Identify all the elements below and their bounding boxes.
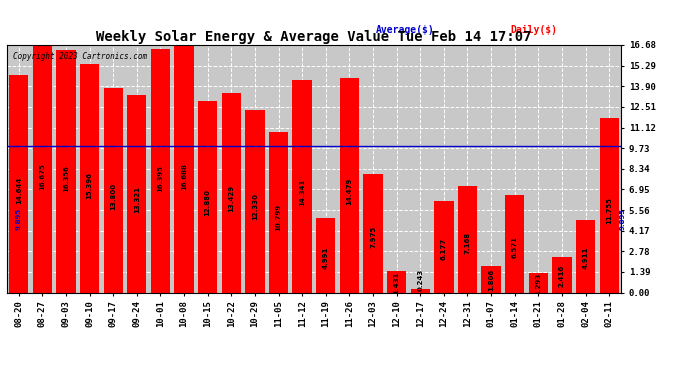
Bar: [32, 45, 52, 292]
Text: 11.755: 11.755: [607, 197, 612, 224]
Text: 12.880: 12.880: [205, 189, 210, 216]
Bar: [150, 49, 170, 292]
Text: 16.675: 16.675: [39, 163, 46, 190]
Text: 6.571: 6.571: [512, 236, 518, 258]
Bar: [364, 174, 383, 292]
Text: 1.431: 1.431: [393, 272, 400, 294]
Bar: [457, 186, 477, 292]
Text: 9.895: 9.895: [16, 208, 21, 230]
Bar: [293, 80, 312, 292]
Bar: [80, 64, 99, 292]
Bar: [245, 110, 264, 292]
Bar: [198, 101, 217, 292]
Text: 10.799: 10.799: [275, 204, 282, 231]
Text: 1.806: 1.806: [488, 269, 494, 291]
Text: 16.688: 16.688: [181, 163, 187, 189]
Text: 14.479: 14.479: [346, 178, 353, 205]
Bar: [600, 118, 619, 292]
Text: 14.341: 14.341: [299, 179, 305, 206]
Text: 2.416: 2.416: [559, 265, 565, 287]
Text: 1.293: 1.293: [535, 272, 542, 294]
Text: 13.800: 13.800: [110, 183, 116, 210]
Text: 6.177: 6.177: [441, 238, 447, 261]
Bar: [505, 195, 524, 292]
Text: 4.991: 4.991: [323, 246, 328, 269]
Bar: [175, 45, 194, 292]
Bar: [576, 220, 595, 292]
Bar: [387, 271, 406, 292]
Title: Weekly Solar Energy & Average Value Tue Feb 14 17:07: Weekly Solar Energy & Average Value Tue …: [96, 30, 532, 44]
Text: Copyright 2023 Cartronics.com: Copyright 2023 Cartronics.com: [13, 53, 147, 62]
Text: 9.895: 9.895: [620, 208, 626, 230]
Bar: [221, 93, 241, 292]
Text: 7.975: 7.975: [370, 226, 376, 248]
Bar: [104, 88, 123, 292]
Bar: [9, 75, 28, 292]
Bar: [127, 95, 146, 292]
Text: Average($): Average($): [375, 25, 434, 35]
Text: 4.911: 4.911: [582, 247, 589, 270]
Text: Daily($): Daily($): [511, 25, 558, 35]
Text: 15.396: 15.396: [86, 172, 92, 199]
Text: 16.395: 16.395: [157, 165, 164, 192]
Bar: [316, 219, 335, 292]
Text: 16.356: 16.356: [63, 165, 69, 192]
Bar: [482, 266, 501, 292]
Bar: [529, 273, 548, 292]
Bar: [411, 289, 430, 292]
Bar: [339, 78, 359, 292]
Text: 12.330: 12.330: [252, 193, 258, 220]
Text: 13.321: 13.321: [134, 186, 140, 213]
Bar: [57, 50, 76, 292]
Bar: [434, 201, 453, 292]
Text: 7.168: 7.168: [464, 231, 471, 254]
Text: 13.429: 13.429: [228, 185, 235, 212]
Text: 0.243: 0.243: [417, 268, 423, 291]
Bar: [269, 132, 288, 292]
Bar: [552, 256, 571, 292]
Text: 14.644: 14.644: [16, 177, 21, 204]
